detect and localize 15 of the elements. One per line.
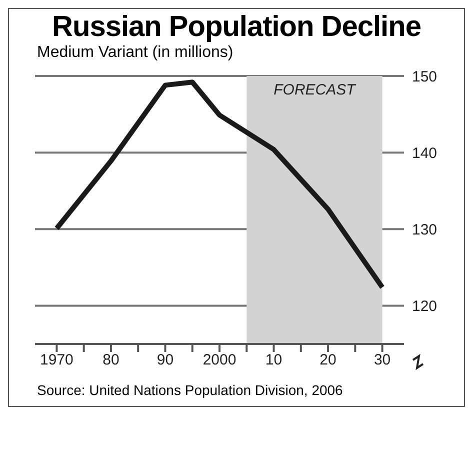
y-tick-label: 130	[412, 221, 438, 238]
y-tick-label: 120	[412, 298, 438, 316]
x-tick-label: 20	[320, 352, 336, 369]
x-tick-label: 80	[102, 352, 120, 369]
y-tick-label: 150	[412, 68, 438, 86]
x-tick-label: 30	[374, 352, 391, 369]
band-label: FORECAST	[274, 82, 358, 99]
y-tick-label: 140	[412, 144, 438, 162]
source-note: Source: United Nations Population Division, 2006	[37, 382, 344, 398]
x-tick-label: 90	[156, 352, 174, 369]
chart-subtitle: Medium Variant (in millions)	[37, 44, 234, 62]
x-tick-label: 1970	[40, 352, 74, 369]
x-tick-label: 10	[265, 352, 282, 369]
chart-title: Russian Population Decline	[51, 11, 422, 44]
x-tick-label: 2000	[202, 352, 236, 369]
